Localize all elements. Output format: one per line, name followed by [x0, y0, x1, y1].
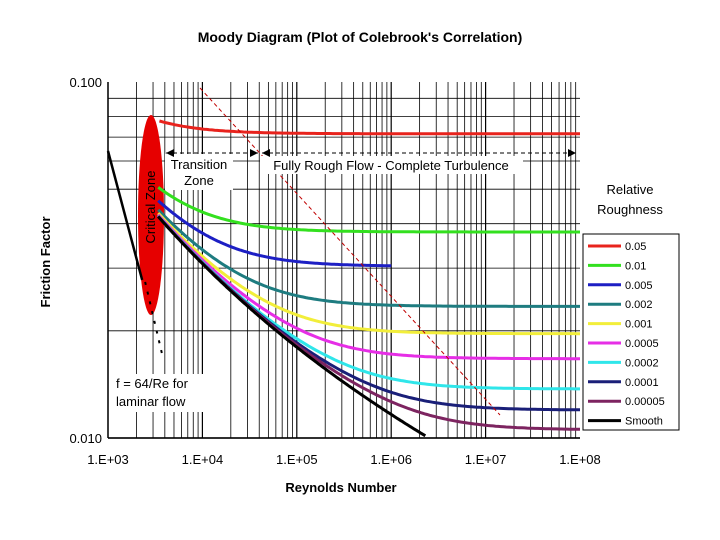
laminar-line	[106, 150, 144, 281]
series-line	[157, 212, 580, 336]
transition-arrow-head-right	[250, 149, 258, 157]
series-line	[159, 119, 580, 136]
transition-label-box	[165, 154, 233, 190]
series-line	[157, 215, 580, 431]
fully-rough-arrow-head-left	[262, 149, 270, 157]
laminar-note: laminar flow	[116, 394, 186, 409]
chart-title: Moody Diagram (Plot of Colebrook's Corre…	[198, 29, 523, 45]
legend-entry: Smooth	[625, 416, 663, 428]
x-tick-label: 1.E+06	[370, 452, 412, 467]
legend-entry: 0.0002	[625, 357, 659, 369]
legend-entry: 0.00005	[625, 396, 665, 408]
critical-zone-label: Critical Zone	[143, 171, 158, 244]
laminar-note: f = 64/Re for	[116, 376, 189, 391]
critical-zone: Critical Zone	[138, 115, 164, 315]
x-tick-label: 1.E+03	[87, 452, 129, 467]
y-axis-label: Friction Factor	[38, 216, 53, 307]
legend-entry: 0.0005	[625, 338, 659, 350]
series-line	[157, 215, 427, 438]
laminar-line-group	[106, 150, 164, 359]
x-axis-label: Reynolds Number	[285, 480, 396, 495]
legend-entry: 0.0001	[625, 377, 659, 389]
x-tick-label: 1.E+04	[182, 452, 224, 467]
series-line	[157, 213, 580, 361]
fully-rough-boundary	[199, 87, 501, 416]
transition-zone-label: Zone	[184, 173, 214, 188]
y-tick-label: 0.100	[69, 75, 102, 90]
axes: 1.E+03 1.E+04 1.E+05 1.E+06 1.E+07 1.E+08 0.10…	[69, 75, 600, 467]
series-group	[157, 119, 580, 438]
legend-entry: 0.001	[625, 319, 653, 331]
y-tick-label: 0.010	[69, 431, 102, 446]
legend-entry: 0.005	[625, 280, 653, 292]
laminar-note-box	[114, 374, 206, 412]
series-line	[157, 208, 580, 308]
fully-rough-label: Fully Rough Flow - Complete Turbulence	[273, 158, 509, 173]
legend-title: Roughness	[597, 202, 663, 217]
legend: Relative Roughness 0.05 0.01 0.005 0.002 0.001…	[582, 182, 680, 431]
legend-title: Relative	[607, 182, 654, 197]
fully-rough-label-box	[260, 156, 523, 174]
fully-rough-arrow-head-right	[568, 149, 576, 157]
legend-entry: 0.002	[625, 299, 653, 311]
x-tick-label: 1.E+07	[465, 452, 507, 467]
legend-entry: 0.05	[625, 241, 646, 253]
legend-entry: 0.01	[625, 260, 646, 272]
legend-title-box	[582, 182, 678, 232]
critical-zone-ellipse	[138, 115, 164, 315]
series-line	[157, 199, 392, 268]
series-line	[157, 215, 580, 412]
transition-arrow-head-left	[166, 149, 174, 157]
x-tick-label: 1.E+05	[276, 452, 318, 467]
transition-zone-label: Transition	[171, 157, 228, 172]
series-line	[157, 186, 580, 234]
x-tick-label: 1.E+08	[559, 452, 601, 467]
